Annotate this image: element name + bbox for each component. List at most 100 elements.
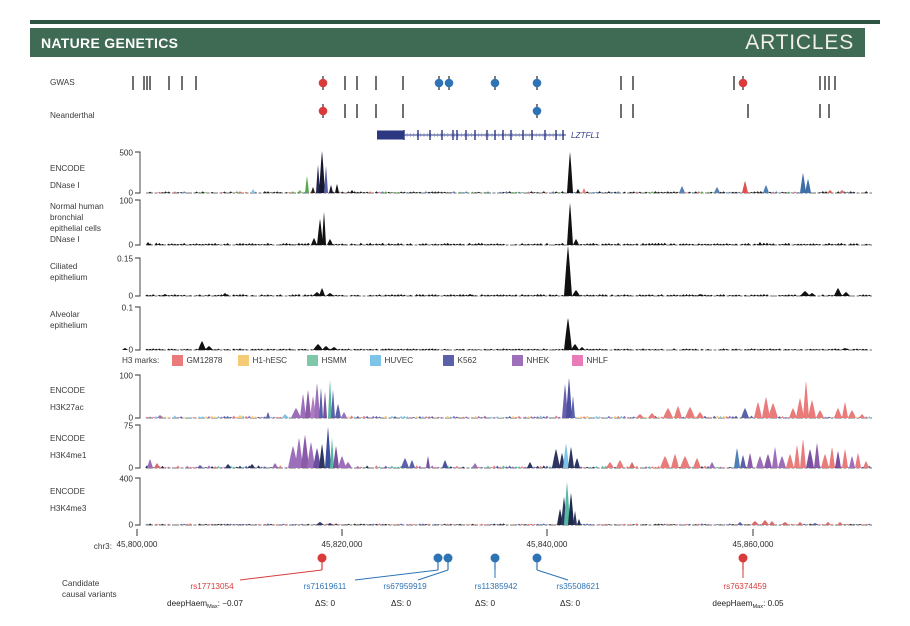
signal-noise-alveolar: [145, 348, 868, 350]
signal-peak-h3k4me3-14: [812, 523, 818, 525]
signal-peak-h3k4me1-52: [849, 456, 855, 468]
y-zero-label-h3k4me3: 0: [128, 521, 133, 530]
y-axis-h3k4me1: [135, 424, 141, 469]
signal-peak-h3k27ac-12: [331, 390, 335, 418]
signal-peak-encode-dnase-12: [582, 188, 586, 193]
y-max-label-nhbe-dnase: 100: [119, 197, 133, 206]
signal-peak-h3k4me3-13: [797, 522, 803, 525]
gwas-lollipop-dot-3: [490, 78, 500, 88]
signal-peak-h3k4me1-25: [563, 443, 569, 468]
signal-peak-h3k27ac-6: [305, 390, 311, 418]
signal-peak-h3k4me3-15: [825, 522, 831, 525]
signal-peak-h3k4me1-17: [401, 458, 409, 468]
signal-peak-ciliated-9: [800, 291, 810, 296]
signal-peak-h3k4me1-6: [288, 446, 298, 468]
signal-peak-h3k4me1-27: [574, 458, 580, 468]
signal-peak-h3k27ac-26: [762, 397, 770, 418]
signal-peak-encode-dnase-7: [329, 185, 333, 193]
signal-peak-h3k4me1-54: [863, 461, 869, 468]
signal-peak-h3k27ac-35: [848, 410, 856, 418]
gwas-lollipop-dot-5: [738, 78, 748, 88]
signal-peak-h3k4me1-41: [772, 447, 778, 468]
signal-peak-h3k4me1-39: [756, 456, 764, 468]
signal-peak-h3k4me1-11: [319, 444, 325, 468]
signal-peak-h3k27ac-22: [685, 407, 695, 418]
signal-peak-encode-dnase-5: [319, 151, 325, 193]
signal-peak-h3k27ac-8: [314, 383, 320, 418]
signal-peak-encode-dnase-13: [679, 186, 685, 193]
variant-stat-rs11385942: ΔS: 0: [475, 599, 495, 608]
track-label-h3k4me3-0: ENCODE: [50, 487, 86, 496]
variant-lollipop-dot-rs71619611: [433, 553, 443, 563]
y-axis-ciliated: [135, 257, 141, 297]
track-label-encode-dnase-0: ENCODE: [50, 164, 86, 173]
signal-peak-h3k4me1-51: [842, 449, 848, 468]
legend-swatch-H1-hESC: [238, 355, 249, 366]
variant-stat-rs76374459: deepHaemMax: 0.05: [712, 599, 784, 610]
signal-peak-h3k4me1-35: [709, 462, 715, 468]
signal-peak-ciliated-10: [808, 293, 816, 296]
track-label-nhbe-dnase-2: epithelial cells: [50, 224, 101, 233]
candidate-variants-label-line1: Candidate: [62, 579, 100, 588]
signal-peak-encode-dnase-1: [298, 190, 302, 193]
signal-peak-h3k4me3-12: [781, 522, 789, 525]
variant-lollipop-dot-rs17713054: [317, 553, 327, 563]
signal-peak-nhbe-dnase-3: [322, 212, 326, 245]
legend-swatch-HUVEC: [370, 355, 381, 366]
variant-leader-line-rs67959919: [417, 569, 449, 581]
y-max-label-alveolar: 0.1: [122, 304, 134, 313]
signal-peak-h3k4me1-14: [333, 446, 339, 468]
signal-peak-ciliated-4: [326, 293, 334, 296]
gwas-lollipop-dot-0: [318, 78, 328, 88]
legend-swatch-HSMM: [307, 355, 318, 366]
y-max-label-h3k4me1: 75: [124, 422, 134, 431]
signal-peak-encode-dnase-11: [576, 189, 580, 193]
variant-name-rs17713054: rs17713054: [190, 582, 234, 591]
y-axis-h3k27ac: [135, 374, 141, 419]
signal-peak-h3k4me1-10: [313, 448, 321, 468]
legend-label-K562: K562: [458, 356, 478, 365]
signal-peak-alveolar-0: [122, 348, 128, 350]
track-label-h3k4me1-1: H3K4me1: [50, 451, 87, 460]
signal-peak-h3k27ac-23: [696, 412, 704, 418]
signal-peak-encode-dnase-19: [827, 190, 833, 193]
variant-leader-line-rs71619611: [354, 569, 439, 581]
signal-peak-h3k27ac-13: [335, 404, 341, 418]
signal-peak-h3k4me1-43: [786, 454, 794, 468]
variant-lollipop-dot-rs67959919: [443, 553, 453, 563]
signal-peak-h3k4me3-1: [327, 523, 333, 525]
gwas-lollipop-dot-2: [444, 78, 454, 88]
signal-peak-h3k4me1-34: [693, 458, 701, 468]
candidate-variants-label-line2: causal variants: [62, 590, 117, 599]
signal-peak-h3k4me3-10: [761, 520, 769, 525]
gwas-track-label: GWAS: [50, 78, 75, 87]
signal-peak-nhbe-dnase-5: [567, 203, 573, 245]
signal-peak-h3k4me1-31: [660, 456, 670, 468]
variant-stat-rs17713054: deepHaemMax: −0.07: [167, 599, 243, 610]
signal-peak-h3k27ac-5: [300, 394, 306, 418]
signal-peak-h3k27ac-11: [328, 380, 332, 418]
chr-axis-tick-label-2: 45,840,000: [527, 540, 568, 549]
signal-peak-h3k4me1-19: [426, 456, 430, 468]
signal-peak-ciliated-5: [467, 294, 473, 296]
y-zero-label-encode-dnase: 0: [128, 189, 133, 198]
signal-peak-alveolar-2: [205, 346, 213, 350]
signal-peak-h3k27ac-18: [636, 414, 644, 418]
signal-peak-h3k4me1-37: [740, 455, 746, 468]
signal-peak-alveolar-7: [571, 344, 579, 350]
track-label-alveolar-1: epithelium: [50, 321, 87, 330]
variant-name-rs35508621: rs35508621: [556, 582, 600, 591]
legend-swatch-NHEK: [512, 355, 523, 366]
y-max-label-encode-dnase: 500: [119, 149, 133, 158]
y-axis-h3k4me3: [135, 477, 141, 526]
signal-peak-h3k4me1-8: [301, 435, 309, 468]
signal-noise-h3k4me3: [154, 523, 868, 525]
variant-lollipop-dot-rs35508621: [532, 553, 542, 563]
candidate-variants-label: Candidate causal variants: [62, 578, 117, 600]
track-label-nhbe-dnase-3: DNase I: [50, 235, 80, 244]
signal-peak-ciliated-12: [842, 292, 850, 296]
signal-peak-h3k27ac-21: [674, 406, 682, 418]
signal-peak-h3k27ac-33: [834, 408, 842, 418]
chr-axis-tick-label-0: 45,800,000: [117, 540, 158, 549]
signal-peak-h3k4me1-16: [344, 462, 352, 468]
